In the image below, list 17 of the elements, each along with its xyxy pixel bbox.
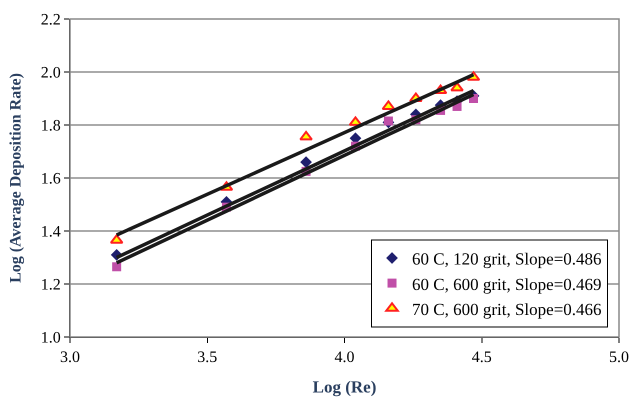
x-axis-title: Log (Re) [312,378,376,397]
legend-label: 60 C, 120 grit, Slope=0.486 [412,250,602,269]
y-tick-label: 1.0 [40,330,61,347]
x-tick-label: 3.5 [197,349,218,366]
legend-label: 60 C, 600 grit, Slope=0.469 [412,274,602,294]
x-tick-label: 3.0 [60,349,80,366]
y-tick-label: 2.0 [40,64,61,82]
y-tick-label: 2.2 [40,12,61,29]
x-tick-label: 4.0 [334,349,354,366]
y-tick-label: 1.4 [40,224,61,241]
y-axis-title: Log (Average Deposition Rate) [8,73,25,283]
y-tick-label: 1.6 [40,170,61,188]
x-tick-label: 4.5 [472,349,492,366]
y-tick-label: 1.8 [40,118,61,135]
y-tick-label: 1.2 [40,276,61,294]
x-tick-label: 5.0 [609,349,629,366]
legend-label: 70 C, 600 grit, Slope=0.466 [412,300,602,319]
